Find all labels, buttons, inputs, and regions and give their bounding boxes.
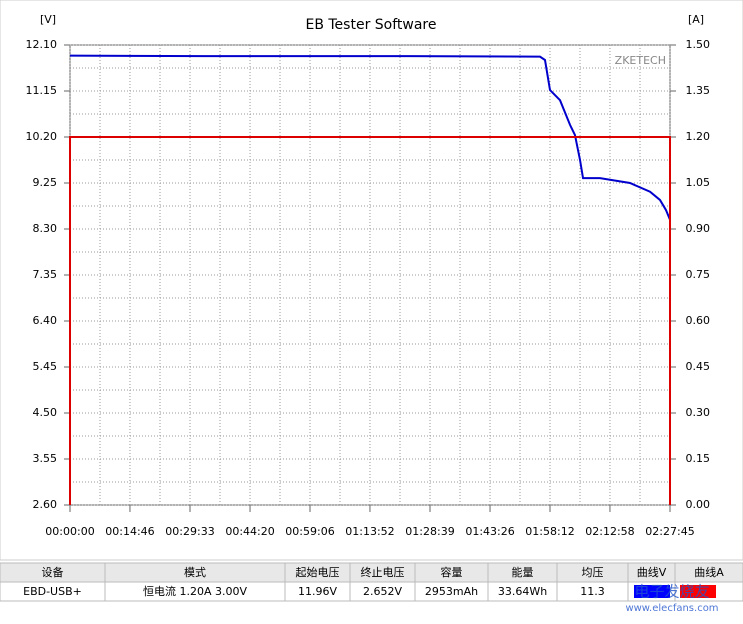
- table-cell: 2.652V: [363, 585, 402, 598]
- x-tick-label: 01:43:26: [465, 525, 514, 538]
- table-cell: 2953mAh: [425, 585, 478, 598]
- x-tick-label: 01:58:12: [525, 525, 574, 538]
- site-watermark-url: www.elecfans.com: [625, 603, 718, 614]
- table-header: 曲线A: [694, 565, 724, 579]
- series-line: [69, 54, 671, 503]
- table-cell: 恒电流 1.20A 3.00V: [143, 584, 248, 598]
- brand-watermark: ZKETECH: [615, 54, 666, 67]
- table-cell: 11.3: [580, 585, 605, 598]
- x-tick-label: 00:29:33: [165, 525, 214, 538]
- y2-tick-label: 0.90: [686, 222, 711, 235]
- y2-tick-label: 0.75: [686, 268, 711, 281]
- curve-v-swatch[interactable]: [634, 585, 670, 598]
- y-tick-label: 12.10: [26, 38, 58, 51]
- x-tick-label: 02:12:58: [585, 525, 634, 538]
- series-line: [69, 136, 671, 505]
- y-tick-label: 4.50: [33, 406, 58, 419]
- y-tick-label: 8.30: [33, 222, 58, 235]
- y-tick-label: 7.35: [33, 268, 58, 281]
- y2-tick-label: 0.30: [686, 406, 711, 419]
- y-axis-label: [V]: [40, 13, 56, 26]
- y-tick-label: 11.15: [26, 84, 58, 97]
- y-tick-label: 9.25: [33, 176, 58, 189]
- x-tick-label: 00:00:00: [45, 525, 94, 538]
- x-tick-label: 00:14:46: [105, 525, 154, 538]
- table-header: 设备: [42, 565, 64, 579]
- table-header: 容量: [441, 565, 463, 579]
- y-tick-label: 2.60: [33, 498, 58, 511]
- chart-title: EB Tester Software: [305, 17, 436, 33]
- y-tick-label: 6.40: [33, 314, 58, 327]
- x-tick-label: 02:27:45: [645, 525, 694, 538]
- table-header: 起始电压: [296, 565, 340, 579]
- y2-tick-label: 0.15: [686, 452, 711, 465]
- curve-a-swatch[interactable]: [680, 585, 716, 598]
- x-tick-label: 01:13:52: [345, 525, 394, 538]
- table-cell: 11.96V: [298, 585, 337, 598]
- y2-tick-label: 0.45: [686, 360, 711, 373]
- info-table: 设备 模式 起始电压 终止电压 容量 能量 均压 曲线V 曲线A EBD-USB+ 恒电流 1.20…: [0, 562, 743, 602]
- table-cell: 33.64Wh: [498, 585, 547, 598]
- x-tick-label: 01:28:39: [405, 525, 454, 538]
- table-header: 均压: [582, 566, 604, 579]
- y2-tick-label: 1.50: [686, 38, 711, 51]
- y-tick-label: 3.55: [33, 452, 58, 465]
- y-tick-label: 10.20: [26, 130, 58, 143]
- site-watermark: 电子发烧友: [634, 583, 709, 601]
- y-tick-label: 5.45: [33, 360, 58, 373]
- y2-tick-label: 0.60: [686, 314, 711, 327]
- table-header: 曲线V: [637, 565, 667, 579]
- x-tick-label: 00:44:20: [225, 525, 274, 538]
- x-tick-label: 00:59:06: [285, 525, 334, 538]
- table-header: 终止电压: [361, 565, 405, 579]
- y2-tick-label: 1.20: [686, 130, 711, 143]
- y2-tick-label: 0.00: [686, 498, 711, 511]
- y2-axis-label: [A]: [688, 13, 704, 26]
- table-header: 能量: [512, 565, 534, 579]
- table-header: 模式: [184, 566, 206, 579]
- table-cell: EBD-USB+: [23, 585, 82, 598]
- y2-tick-label: 1.05: [686, 176, 711, 189]
- y2-tick-label: 1.35: [686, 84, 711, 97]
